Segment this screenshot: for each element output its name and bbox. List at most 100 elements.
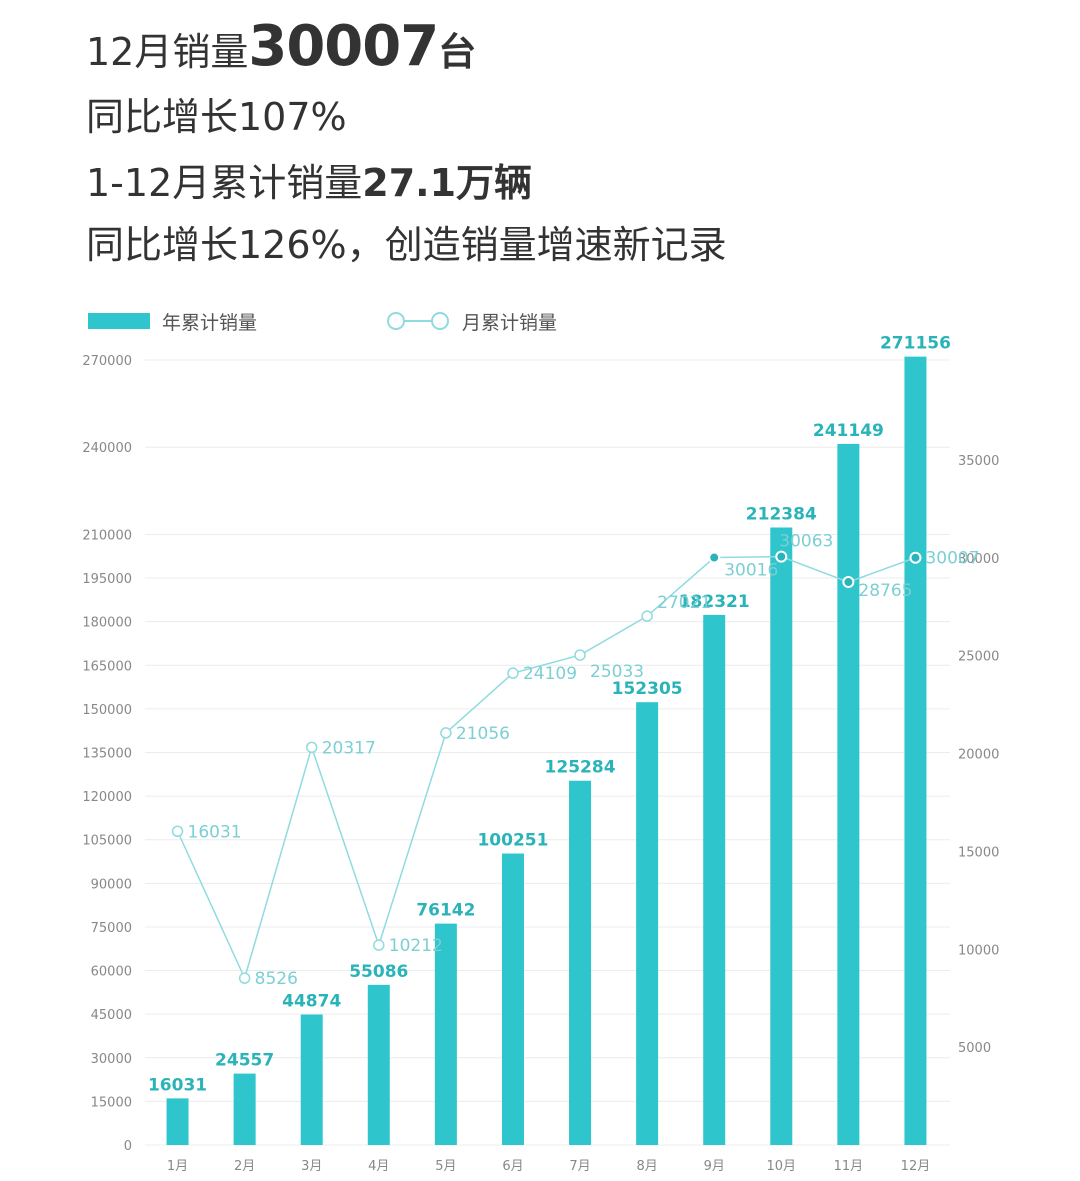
cumulative-prefix: 1-12月累计销量 [86,161,363,205]
bar-value-label: 100251 [477,831,548,851]
x-tick-label: 7月 [569,1159,590,1174]
x-tick-label: 3月 [301,1159,322,1174]
x-tick-label: 1月 [167,1159,188,1174]
y-tick-left: 135000 [82,747,132,762]
bar [166,1098,189,1145]
line-value-label: 21056 [456,724,510,744]
bar [367,984,390,1145]
bar [837,443,860,1146]
legend-bar-label: 年累计销量 [162,311,258,334]
x-tick-label: 8月 [636,1159,657,1174]
x-tick-label: 9月 [704,1159,725,1174]
line-value-label: 30063 [779,532,833,552]
headline-unit: 台 [438,30,477,74]
line-point [238,972,251,984]
line-series [176,555,916,981]
line-point [171,825,184,838]
y-tick-left: 105000 [82,834,132,849]
line-point [373,939,385,951]
bar [904,356,927,1145]
headline-yoy-monthly: 同比增长107% [86,95,347,139]
headline-value: 30007 [248,14,439,79]
bar [770,527,793,1145]
headline-prefix: 12月销量 [86,30,249,74]
y-tick-left: 90000 [91,877,132,892]
headline-yoy-cumulative: 同比增长126%，创造销量增速新记录 [86,223,727,267]
y-tick-left: 195000 [82,572,132,587]
y-tick-right: 25000 [958,650,999,665]
x-tick-label: 12月 [901,1159,931,1174]
y-tick-right: 10000 [958,943,999,958]
bar-value-label: 44874 [282,992,341,1012]
y-tick-left: 15000 [91,1095,132,1110]
y-tick-left: 210000 [82,528,132,543]
bar-value-label: 212384 [746,505,817,525]
bar-value-label: 24557 [215,1051,274,1071]
line-value-label: 10212 [389,936,443,956]
line-value-label: 20317 [322,738,376,758]
x-tick-label: 2月 [234,1159,255,1174]
bar-value-label: 152305 [612,679,683,699]
line-point [574,649,586,661]
bar [703,614,726,1145]
line-point [909,551,922,564]
line-value-label: 8526 [255,969,298,989]
y-tick-right: 20000 [958,748,999,763]
x-tick-label: 10月 [767,1159,797,1174]
legend-item-bar: 年累计销量 [88,308,257,334]
y-tick-left: 165000 [82,659,132,674]
y-tick-left: 75000 [91,921,132,936]
y-tick-left: 30000 [91,1052,132,1067]
y-tick-left: 120000 [82,790,132,805]
y-tick-left: 180000 [82,616,132,631]
y-tick-left: 240000 [82,441,132,456]
line-point [641,610,653,622]
x-tick-label: 6月 [502,1159,523,1174]
cumulative-value: 27.1万辆 [362,161,533,205]
y-tick-left: 60000 [91,965,132,980]
bar-value-label: 241149 [813,421,884,441]
y-tick-right: 30000 [958,552,999,567]
y-tick-right: 5000 [958,1041,991,1056]
line-value-label: 30007 [925,549,979,569]
line-point [708,551,721,564]
legend-line-swatch [387,312,449,330]
bar-value-label: 76142 [416,901,475,921]
bar [636,702,659,1145]
line-point [305,741,318,754]
legend-item-line: 月累计销量 [386,308,557,334]
legend-line-label: 月累计销量 [462,311,558,334]
line-point [775,550,788,563]
bar [434,923,457,1145]
headline-cumulative: 1-12月累计销量27.1万辆 [86,152,532,207]
y-tick-right: 35000 [958,454,999,469]
legend-bar-swatch [88,313,150,329]
x-tick-label: 11月 [834,1159,864,1174]
bar [300,1014,323,1145]
y-tick-right: 15000 [958,845,999,860]
line-point [507,667,519,679]
bar-value-label: 182321 [679,592,750,612]
x-tick-label: 4月 [368,1159,389,1174]
y-tick-left: 0 [124,1139,132,1154]
headline-monthly-sales: 12月销量30007台 [86,14,476,79]
line-point [440,727,452,739]
line-value-label: 27021 [657,593,711,613]
line-value-label: 25033 [590,662,644,682]
bar [501,853,524,1145]
bar-value-label: 271156 [880,334,951,354]
y-tick-left: 270000 [82,354,132,369]
line-value-label: 24109 [523,664,577,684]
bar [233,1073,256,1145]
line-value-label: 30016 [724,561,778,581]
bar [569,780,592,1145]
line-value-label: 16031 [188,822,242,842]
bar-value-label: 16031 [148,1075,207,1095]
bar-value-label: 125284 [545,758,616,778]
bar-value-label: 55086 [349,962,408,982]
y-tick-left: 150000 [82,703,132,718]
y-tick-left: 45000 [91,1008,132,1023]
x-tick-label: 5月 [435,1159,456,1174]
line-point [842,576,855,589]
